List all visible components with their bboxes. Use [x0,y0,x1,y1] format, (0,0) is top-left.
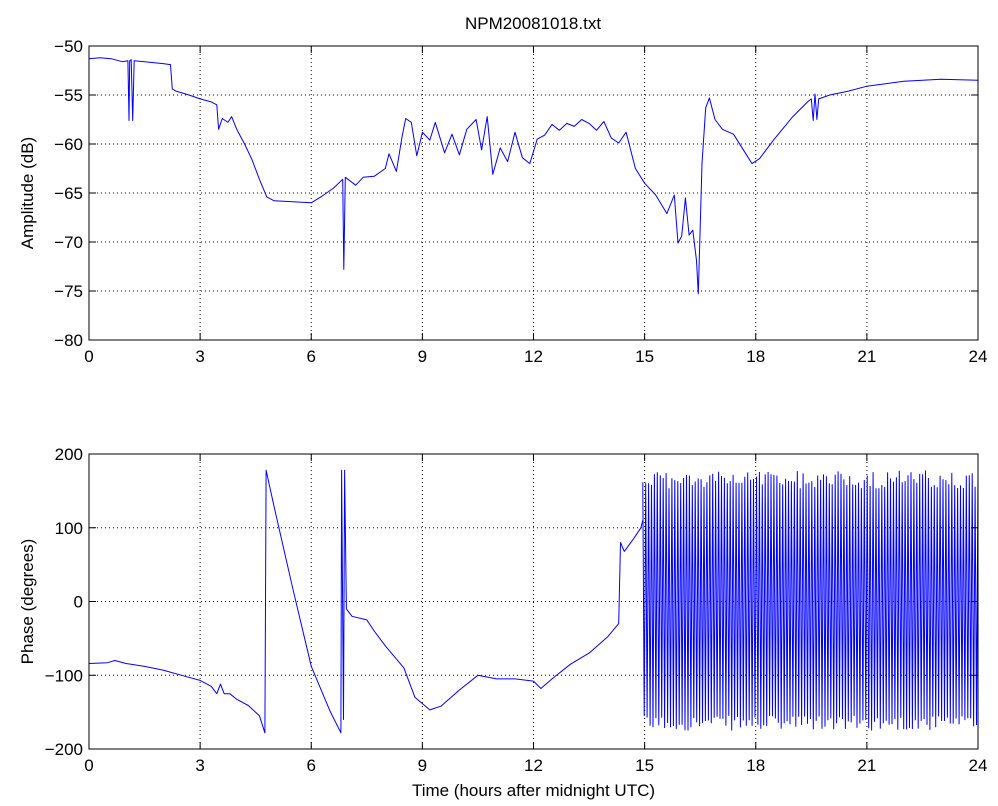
y-tick-label: −50 [54,37,83,56]
y-tick-label: −100 [45,666,83,685]
y-tick-label: 100 [55,519,83,538]
y-tick-label: −70 [54,233,83,252]
x-tick-label: 3 [195,756,204,775]
y-tick-label: −200 [45,740,83,759]
y-axis-label: Amplitude (dB) [18,137,37,249]
x-tick-label: 24 [969,347,988,366]
x-tick-label: 21 [857,347,876,366]
x-tick-label: 15 [635,756,654,775]
y-tick-label: −65 [54,184,83,203]
y-axis-label: Phase (degrees) [18,539,37,665]
x-tick-label: 3 [195,347,204,366]
series-line [88,57,979,295]
y-tick-label: −75 [54,282,83,301]
x-tick-label: 18 [746,756,765,775]
x-tick-label: 0 [84,347,93,366]
y-tick-label: 200 [55,445,83,464]
x-tick-label: 9 [418,756,427,775]
x-tick-label: 0 [84,756,93,775]
phase-axes: 0 3 6 9 12 15 18 21 24 −200 −100 0 100 200 Phase (degr… [18,445,987,800]
series-wrapped-phase [642,470,979,731]
figure-title: NPM20081018.txt [465,14,601,33]
x-tick-label: 15 [635,347,654,366]
y-tick-label: 0 [74,593,83,612]
x-tick-label: 12 [524,347,543,366]
series-line [88,469,644,734]
x-tick-label: 24 [969,756,988,775]
x-tick-label: 21 [857,756,876,775]
y-tick-label: −55 [54,86,83,105]
x-tick-label: 12 [524,756,543,775]
x-tick-label: 6 [307,347,316,366]
amplitude-axes: 0 3 6 9 12 15 18 21 24 −80 −75 −70 −65 −60 −55 −50 Ampli… [18,37,987,366]
y-tick-label: −60 [54,135,83,154]
x-tick-label: 9 [418,347,427,366]
x-tick-label: 18 [746,347,765,366]
x-tick-label: 6 [307,756,316,775]
y-tick-label: −80 [54,331,83,350]
x-axis-label: Time (hours after midnight UTC) [412,781,655,800]
